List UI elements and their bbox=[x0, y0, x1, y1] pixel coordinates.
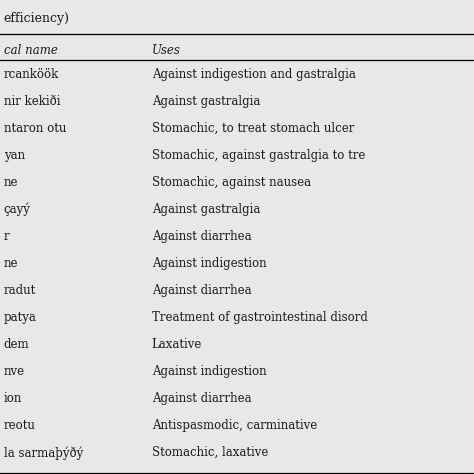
Text: Against diarrhea: Against diarrhea bbox=[152, 284, 251, 297]
Text: ne: ne bbox=[4, 257, 18, 270]
Text: Stomachic, laxative: Stomachic, laxative bbox=[152, 446, 268, 459]
Text: Against indigestion: Against indigestion bbox=[152, 365, 266, 378]
Text: Against gastralgia: Against gastralgia bbox=[152, 95, 260, 108]
Text: ion: ion bbox=[4, 392, 22, 405]
Text: Against indigestion and gastralgia: Against indigestion and gastralgia bbox=[152, 68, 356, 81]
Text: nir kekiði: nir kekiði bbox=[4, 95, 60, 108]
Text: patya: patya bbox=[4, 311, 36, 324]
Text: reotu: reotu bbox=[4, 419, 36, 432]
Text: efficiency): efficiency) bbox=[4, 12, 70, 25]
Text: ne: ne bbox=[4, 176, 18, 189]
Text: cal name: cal name bbox=[4, 44, 58, 56]
Text: la sarmaþýðý: la sarmaþýðý bbox=[4, 446, 83, 459]
Text: çayý: çayý bbox=[4, 203, 31, 216]
Text: rcanköök: rcanköök bbox=[4, 68, 59, 81]
Text: Stomachic, against gastralgia to tre: Stomachic, against gastralgia to tre bbox=[152, 149, 365, 162]
Text: Against indigestion: Against indigestion bbox=[152, 257, 266, 270]
Text: Treatment of gastrointestinal disord: Treatment of gastrointestinal disord bbox=[152, 311, 367, 324]
Text: Against diarrhea: Against diarrhea bbox=[152, 392, 251, 405]
Text: Stomachic, to treat stomach ulcer: Stomachic, to treat stomach ulcer bbox=[152, 122, 354, 135]
Text: Laxative: Laxative bbox=[152, 338, 202, 351]
Text: Uses: Uses bbox=[152, 44, 181, 56]
Text: yan: yan bbox=[4, 149, 25, 162]
Text: r: r bbox=[4, 230, 9, 243]
Text: dem: dem bbox=[4, 338, 29, 351]
Text: nve: nve bbox=[4, 365, 25, 378]
Text: radut: radut bbox=[4, 284, 36, 297]
Text: ntaron otu: ntaron otu bbox=[4, 122, 66, 135]
Text: Against gastralgia: Against gastralgia bbox=[152, 203, 260, 216]
Text: Against diarrhea: Against diarrhea bbox=[152, 230, 251, 243]
Text: Stomachic, against nausea: Stomachic, against nausea bbox=[152, 176, 311, 189]
Text: Antispasmodic, carminative: Antispasmodic, carminative bbox=[152, 419, 317, 432]
